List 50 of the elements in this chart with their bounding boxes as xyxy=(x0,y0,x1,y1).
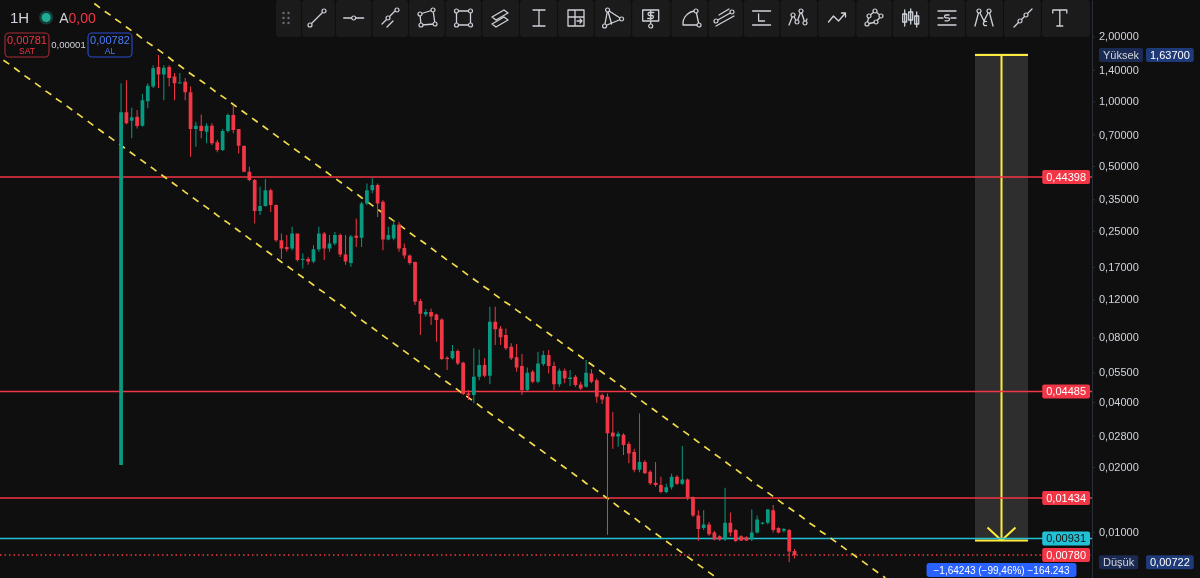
annotation: AL xyxy=(104,46,116,56)
y-tick-label: 0,50000 xyxy=(1099,159,1139,172)
text: Düşük xyxy=(1103,556,1135,569)
y-tick-label: 0,05500 xyxy=(1099,366,1139,379)
candlestick xyxy=(781,528,786,533)
annotation: A0,00 xyxy=(59,10,96,26)
text: Yüksek xyxy=(1103,48,1140,61)
candlestick xyxy=(616,431,621,447)
text: 0,00722 xyxy=(1150,556,1190,569)
text: 1H xyxy=(10,9,30,26)
y-tick-label: 0,25000 xyxy=(1099,224,1139,237)
y-tick-label: 0,35000 xyxy=(1099,193,1139,206)
y-tick-label: 0,01000 xyxy=(1099,525,1139,538)
annotation: 0,00782 xyxy=(90,34,130,46)
candlestick xyxy=(258,186,262,215)
y-tick-label: 1,00000 xyxy=(1099,95,1139,108)
ref-line-label: 0,00780 xyxy=(1046,548,1086,561)
y-tick-label: 0,08000 xyxy=(1099,331,1139,344)
candlestick xyxy=(749,509,754,542)
annotation: −1,64243 (−99,46%) −164.243 xyxy=(933,564,1070,576)
candlestick xyxy=(610,412,615,449)
y-tick-label: 0,04000 xyxy=(1099,396,1139,409)
y-tick-label: 0,02800 xyxy=(1099,429,1139,442)
candlestick xyxy=(423,309,428,317)
candlestick xyxy=(680,446,685,485)
y-tick-label: 0,02000 xyxy=(1099,460,1139,473)
ref-line-label: 0,04485 xyxy=(1046,385,1086,398)
y-tick-label: 0,70000 xyxy=(1099,128,1139,141)
line-series xyxy=(2,59,716,578)
candlestick xyxy=(354,218,359,248)
ref-line-label: 0,01434 xyxy=(1046,491,1086,504)
candlestick xyxy=(129,107,134,139)
candlestick xyxy=(300,253,305,269)
candlestick xyxy=(717,535,722,542)
text: 1,63700 xyxy=(1150,48,1190,61)
ref-line-label: 0,00931 xyxy=(1046,532,1086,545)
candlestick xyxy=(194,121,198,147)
ref-line-label: 0,44398 xyxy=(1046,170,1086,183)
y-tick-label: 1,40000 xyxy=(1099,63,1139,76)
candlestick xyxy=(306,256,311,265)
candlestick xyxy=(723,487,727,542)
y-tick-label: 2,00000 xyxy=(1099,30,1139,43)
y-tick-label: 0,12000 xyxy=(1099,293,1139,306)
candlestick xyxy=(177,73,182,84)
candlestick xyxy=(568,370,572,387)
annotation: SAT xyxy=(19,46,35,56)
y-tick-label: 0,17000 xyxy=(1099,260,1139,273)
annotation: 0,00001 xyxy=(51,39,86,50)
candlestick xyxy=(284,235,289,252)
annotation: 0,00781 xyxy=(7,34,47,46)
